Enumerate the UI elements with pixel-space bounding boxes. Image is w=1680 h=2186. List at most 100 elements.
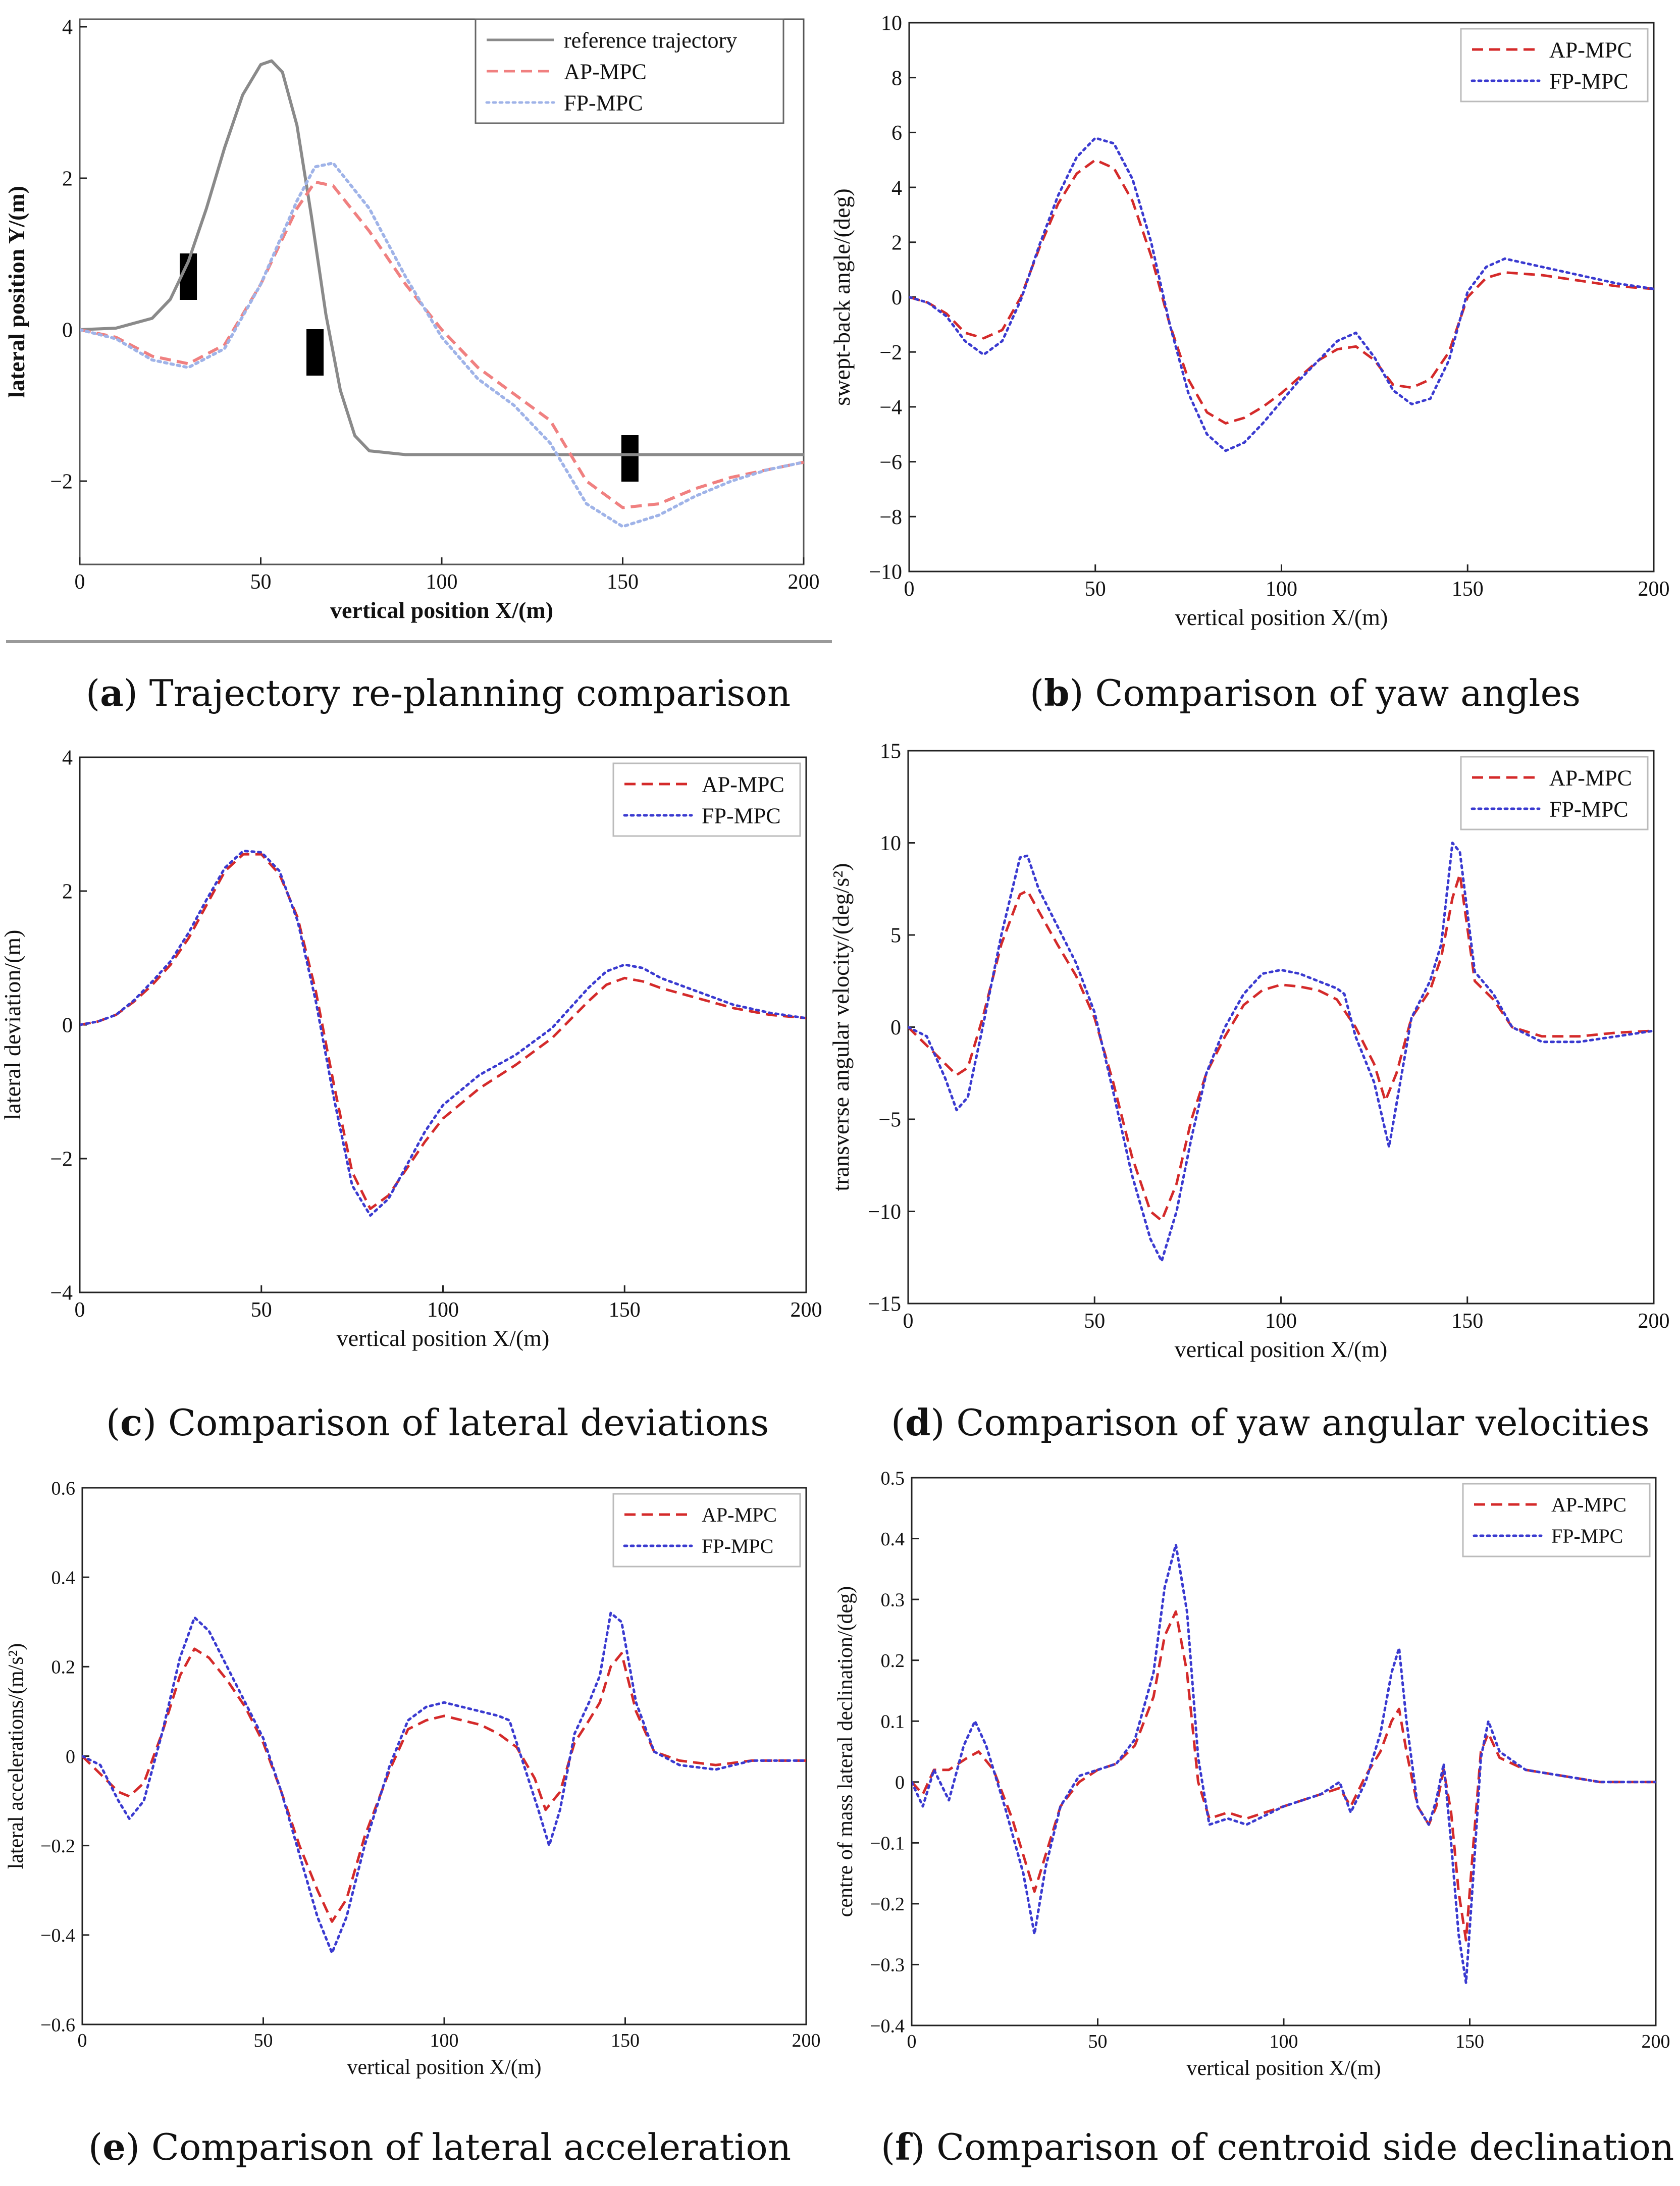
y-tick-label: 0.4 — [51, 1567, 76, 1588]
caption-a: (a) Trajectory re-planning comparison — [86, 671, 791, 714]
y-axis-label: swept-back angle/(deg) — [829, 188, 855, 405]
caption-d: (d) Comparison of yaw angular velocities — [891, 1401, 1650, 1444]
series-line-reference-trajectory — [80, 59, 804, 456]
plot-frame-c — [79, 756, 807, 1293]
series-line-fp-mpc — [908, 842, 1654, 1263]
y-axis-label: lateral accelerations/(m/s²) — [5, 1643, 28, 1869]
y-tick-label: −4 — [50, 1282, 73, 1305]
x-axis-label: vertical position X/(m) — [1187, 2057, 1381, 2080]
y-tick-label: −15 — [868, 1293, 901, 1316]
y-tick-label: 0 — [891, 286, 902, 309]
y-tick-label: 0.2 — [881, 1650, 905, 1672]
x-tick-label: 50 — [251, 1298, 272, 1322]
plot-frame-e — [81, 1487, 807, 2025]
y-tick-label: 2 — [891, 232, 902, 255]
y-tick-label: −4 — [879, 396, 902, 420]
legend-label: FP-MPC — [1551, 1525, 1623, 1547]
x-tick-label: 0 — [75, 570, 85, 594]
x-axis-label: vertical position X/(m) — [1175, 604, 1388, 630]
x-tick-label: 150 — [1455, 2031, 1484, 2052]
y-tick-label: −2 — [50, 1148, 73, 1171]
y-tick-label: 4 — [62, 16, 73, 39]
x-tick-label: 200 — [788, 570, 820, 594]
chart-e: 0 50 100 150 200 −0.6 −0.4 −0.2 0 0.2 0.4 0.6 vertic… — [5, 1478, 821, 2079]
x-tick-label: 50 — [254, 2030, 273, 2051]
series-line-fp-mpc — [912, 1543, 1656, 1985]
x-tick-label: 150 — [607, 570, 639, 594]
y-axis-label: lateral deviation/(m) — [0, 930, 25, 1120]
x-tick-label: 100 — [1270, 2031, 1298, 2052]
y-tick-label: 0 — [62, 1014, 73, 1037]
legend-label: FP-MPC — [702, 803, 781, 828]
chart-f: 0 50 100 150 200 −0.4 −0.3 −0.2 −0.1 0 0.1 0.2 0.3 0.… — [834, 1468, 1670, 2080]
y-tick-label: 6 — [891, 122, 902, 145]
x-axis-label: vertical position X/(m) — [337, 1325, 550, 1351]
legend-label: AP-MPC — [1549, 765, 1632, 790]
legend-label: FP-MPC — [1549, 69, 1629, 93]
y-tick-label: −2 — [50, 471, 73, 494]
x-axis-label: vertical position X/(m) — [330, 597, 553, 623]
panel-a-separator — [6, 640, 832, 643]
x-tick-label: 150 — [609, 1298, 641, 1322]
y-tick-label: 0 — [66, 1746, 75, 1767]
y-tick-label: 0.2 — [51, 1657, 76, 1678]
series-line-ap-mpc — [82, 1647, 806, 1923]
legend-label: AP-MPC — [702, 1503, 777, 1526]
obstacle-vehicle — [306, 329, 324, 376]
x-tick-label: 50 — [250, 570, 272, 594]
legend-label: FP-MPC — [1549, 797, 1629, 821]
x-tick-label: 0 — [907, 2031, 917, 2052]
series-line-ap-mpc — [909, 159, 1654, 425]
x-tick-label: 150 — [611, 2030, 640, 2051]
y-tick-label: −5 — [878, 1109, 901, 1132]
y-tick-label: 2 — [62, 168, 73, 191]
y-axis-label: transverse angular velocity/(deg/s²) — [828, 863, 854, 1191]
x-tick-label: 50 — [1085, 578, 1106, 601]
chart-c: 0 50 100 150 200 −4 −2 0 2 4 vertical position X/(… — [0, 747, 822, 1351]
x-tick-label: 200 — [1642, 2031, 1670, 2052]
legend-label: AP-MPC — [564, 59, 647, 84]
y-tick-label: −8 — [879, 506, 902, 529]
y-tick-label: 0 — [895, 1772, 905, 1793]
y-tick-label: 0 — [62, 319, 73, 342]
x-tick-label: 100 — [430, 2030, 459, 2051]
y-tick-label: −0.6 — [40, 2014, 75, 2036]
legend-box — [612, 1493, 801, 1568]
y-axis-label: lateral position Y/(m) — [4, 186, 29, 398]
y-tick-label: 0 — [890, 1016, 901, 1039]
x-tick-label: 0 — [75, 1298, 85, 1322]
y-tick-label: −6 — [879, 451, 902, 474]
legend-label: FP-MPC — [702, 1535, 773, 1557]
series-line-ap-mpc — [912, 1610, 1656, 1942]
chart-d: 0 50 100 150 200 −15 −10 −5 0 5 10 15 vertical posit… — [828, 740, 1670, 1362]
y-tick-label: −0.2 — [870, 1894, 905, 1915]
y-tick-label: −10 — [869, 561, 902, 584]
caption-b: (b) Comparison of yaw angles — [1030, 671, 1581, 714]
series-line-fp-mpc — [80, 162, 804, 528]
series-line-ap-mpc — [80, 180, 804, 509]
y-tick-label: 10 — [881, 12, 902, 35]
y-tick-label: 0.1 — [881, 1711, 905, 1733]
y-tick-label: −0.4 — [40, 1925, 75, 1946]
y-tick-label: −0.3 — [870, 1955, 905, 1976]
x-tick-label: 0 — [903, 1310, 914, 1333]
x-tick-label: 200 — [791, 1298, 822, 1322]
x-tick-label: 100 — [1265, 1310, 1297, 1333]
plot-frame-f — [911, 1477, 1657, 2026]
y-tick-label: −10 — [868, 1201, 901, 1224]
legend-label: AP-MPC — [702, 772, 784, 797]
legend-box — [612, 762, 801, 837]
x-axis-label: vertical position X/(m) — [1175, 1336, 1388, 1362]
x-tick-label: 50 — [1088, 2031, 1108, 2052]
y-tick-label: 10 — [880, 832, 901, 855]
legend-label: FP-MPC — [564, 90, 643, 115]
series-line-fp-mpc — [82, 1611, 806, 1954]
x-tick-label: 200 — [792, 2030, 821, 2051]
x-tick-label: 0 — [78, 2030, 87, 2051]
x-axis-label: vertical position X/(m) — [347, 2056, 542, 2079]
legend-box — [1460, 28, 1649, 102]
series-line-fp-mpc — [80, 850, 806, 1217]
y-tick-label: −0.2 — [40, 1836, 75, 1857]
